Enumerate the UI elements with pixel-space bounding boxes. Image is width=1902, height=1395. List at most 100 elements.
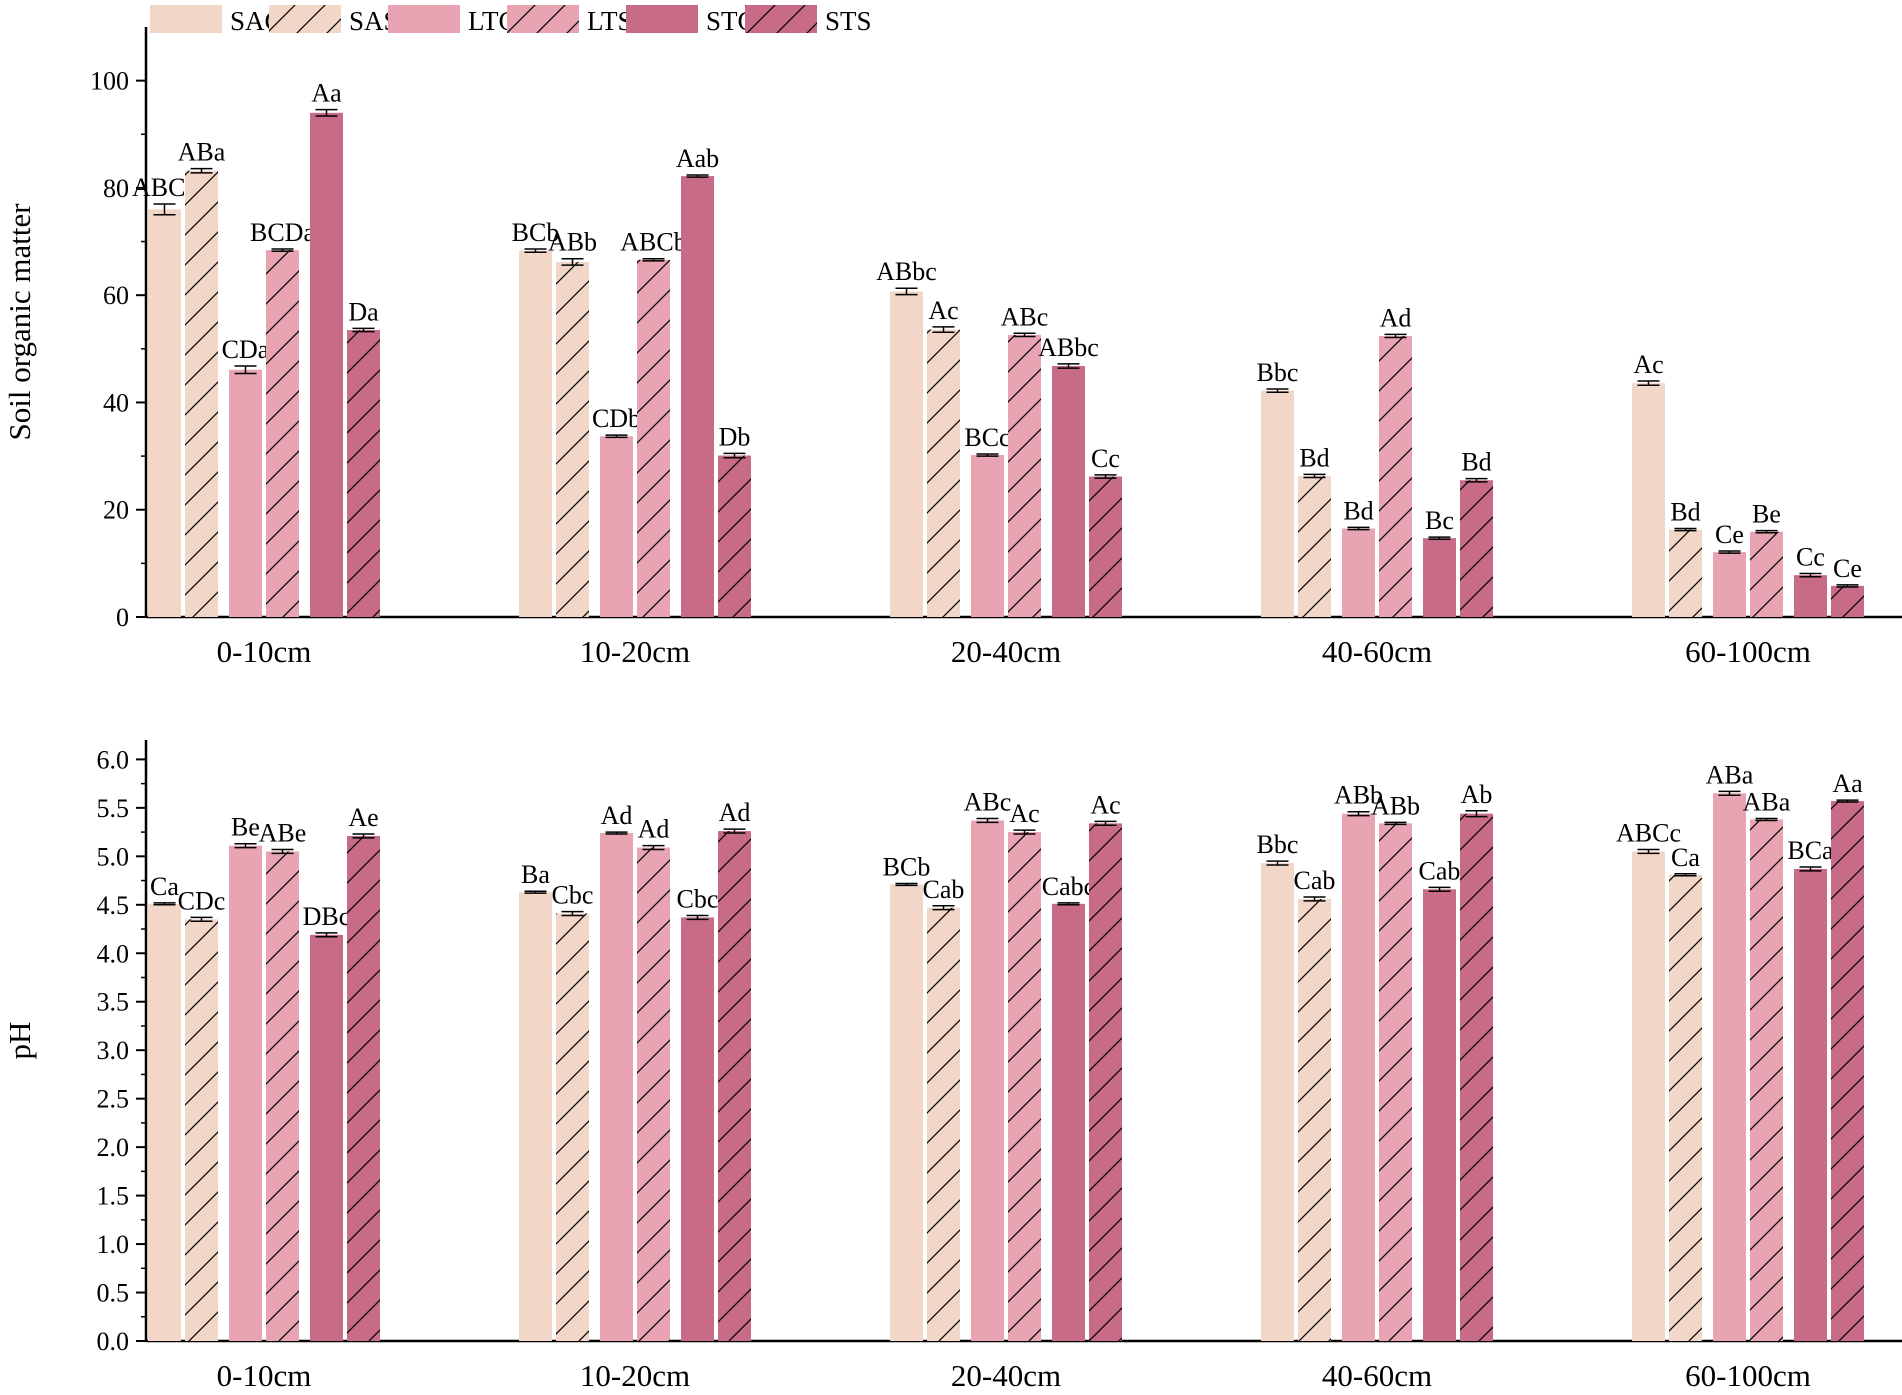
- legend-item-lts: LTS: [507, 5, 633, 36]
- legend-hatch-sas: [269, 5, 341, 33]
- bar-label-stg: Aa: [311, 79, 342, 108]
- bar-label-sts: Ab: [1461, 780, 1493, 809]
- bar-hatch-sts: [718, 455, 751, 617]
- bar-hatch-sas: [556, 261, 589, 617]
- bar-label-sas: ABa: [178, 138, 226, 167]
- bar-hatch-sas: [556, 913, 589, 1341]
- bar-label-sts: Bd: [1461, 448, 1491, 477]
- bar-label-sag: Ca: [150, 872, 179, 901]
- bar-hatch-sts: [347, 330, 380, 617]
- bar-sag: [1261, 390, 1294, 617]
- legend-item-sts: STS: [745, 5, 872, 36]
- legend-swatch-ltg: [388, 5, 460, 33]
- legend-item-stg: STG: [626, 5, 757, 36]
- bar-sag: [148, 903, 181, 1341]
- y-tick-label: 0.5: [97, 1279, 130, 1308]
- bar-stg: [1794, 868, 1827, 1341]
- bar-label-sts: Ae: [348, 803, 378, 832]
- legend-label: STS: [825, 6, 872, 36]
- bar-hatch-sts: [1460, 813, 1493, 1341]
- bar-label-ltg: ABa: [1706, 760, 1754, 789]
- bar-label-ltg: Ce: [1715, 520, 1744, 549]
- bar-sag: [1632, 383, 1665, 617]
- bar-sag: [519, 250, 552, 617]
- bar-hatch-sts: [1089, 823, 1122, 1341]
- bar-label-lts: Ad: [1380, 303, 1412, 332]
- bar-sag: [148, 209, 181, 617]
- bar-ltg: [229, 369, 262, 617]
- bar-sag: [890, 291, 923, 617]
- bar-hatch-lts: [1008, 334, 1041, 617]
- bar-label-lts: ABc: [1001, 302, 1049, 331]
- bar-hatch-sts: [1460, 480, 1493, 617]
- bar-stg: [1052, 903, 1085, 1341]
- x-category-label: 0-10cm: [217, 1358, 312, 1393]
- bar-stg: [1423, 889, 1456, 1341]
- bar-label-sag: Bbc: [1257, 830, 1299, 859]
- bar-label-sts: Ac: [1090, 790, 1120, 819]
- bar-sag: [519, 892, 552, 1341]
- bar-hatch-sts: [1831, 801, 1864, 1341]
- bar-stg: [1423, 538, 1456, 617]
- bar-label-sas: Cbc: [552, 881, 594, 910]
- y-tick-label: 4.5: [97, 891, 130, 920]
- y-tick-label: 60: [103, 281, 129, 310]
- bar-ltg: [1342, 528, 1375, 617]
- y-tick-label: 3.5: [97, 988, 130, 1017]
- bar-label-stg: BCa: [1787, 836, 1834, 865]
- legend-item-sas: SAS: [269, 5, 399, 36]
- bar-stg: [1052, 365, 1085, 617]
- bar-ltg: [971, 820, 1004, 1341]
- bar-label-sag: ABbc: [876, 257, 937, 286]
- legend-label: LTS: [587, 6, 633, 36]
- x-category-label: 60-100cm: [1685, 634, 1811, 669]
- bar-label-ltg: CDb: [592, 404, 641, 433]
- bar-sag: [890, 884, 923, 1341]
- bar-label-sts: Da: [348, 297, 379, 326]
- y-tick-label: 100: [90, 67, 129, 96]
- y-tick-label: 3.0: [97, 1036, 130, 1065]
- bar-ltg: [1713, 793, 1746, 1341]
- x-category-label: 20-40cm: [951, 634, 1061, 669]
- y-tick-label: 5.5: [97, 794, 130, 823]
- legend-hatch-lts: [507, 5, 579, 33]
- x-category-label: 20-40cm: [951, 1358, 1061, 1393]
- bar-label-sag: Ba: [521, 860, 550, 889]
- bar-label-lts: BCDa: [250, 218, 315, 247]
- y-tick-label: 2.0: [97, 1133, 130, 1162]
- bar-label-sts: Ad: [719, 798, 751, 827]
- bar-label-stg: ABbc: [1038, 333, 1099, 362]
- bar-sag: [1632, 851, 1665, 1341]
- bar-group-60-100cm: Ac Bd Ce Be Cc Ce 60-100cm: [1632, 350, 1864, 669]
- bar-label-sas: Ac: [928, 296, 958, 325]
- y-tick-label: 20: [103, 496, 129, 525]
- bar-label-lts: ABa: [1743, 788, 1791, 817]
- bar-hatch-lts: [637, 259, 670, 617]
- bar-hatch-lts: [637, 847, 670, 1341]
- bar-label-sag: BCb: [883, 852, 931, 881]
- bar-label-ltg: ABb: [1334, 781, 1383, 810]
- bar-stg: [681, 917, 714, 1341]
- bar-hatch-lts: [266, 851, 299, 1341]
- y-axis-title: Soil organic matter: [2, 203, 37, 441]
- bar-ltg: [229, 845, 262, 1341]
- bar-label-stg: Cabc: [1042, 872, 1095, 901]
- bar-hatch-sas: [1298, 475, 1331, 617]
- y-tick-label: 4.0: [97, 939, 130, 968]
- bar-label-sas: Cab: [1294, 866, 1336, 895]
- x-category-label: 40-60cm: [1322, 634, 1432, 669]
- bar-hatch-sas: [185, 170, 218, 617]
- x-category-label: 40-60cm: [1322, 1358, 1432, 1393]
- bar-label-stg: Aab: [676, 144, 719, 173]
- bar-ltg: [1342, 813, 1375, 1341]
- bar-label-stg: Bc: [1425, 506, 1454, 535]
- bar-hatch-sas: [185, 919, 218, 1341]
- bar-label-sas: Ca: [1671, 843, 1700, 872]
- bar-label-sas: ABb: [548, 228, 597, 257]
- bar-label-sts: Ce: [1833, 554, 1862, 583]
- x-category-label: 0-10cm: [217, 634, 312, 669]
